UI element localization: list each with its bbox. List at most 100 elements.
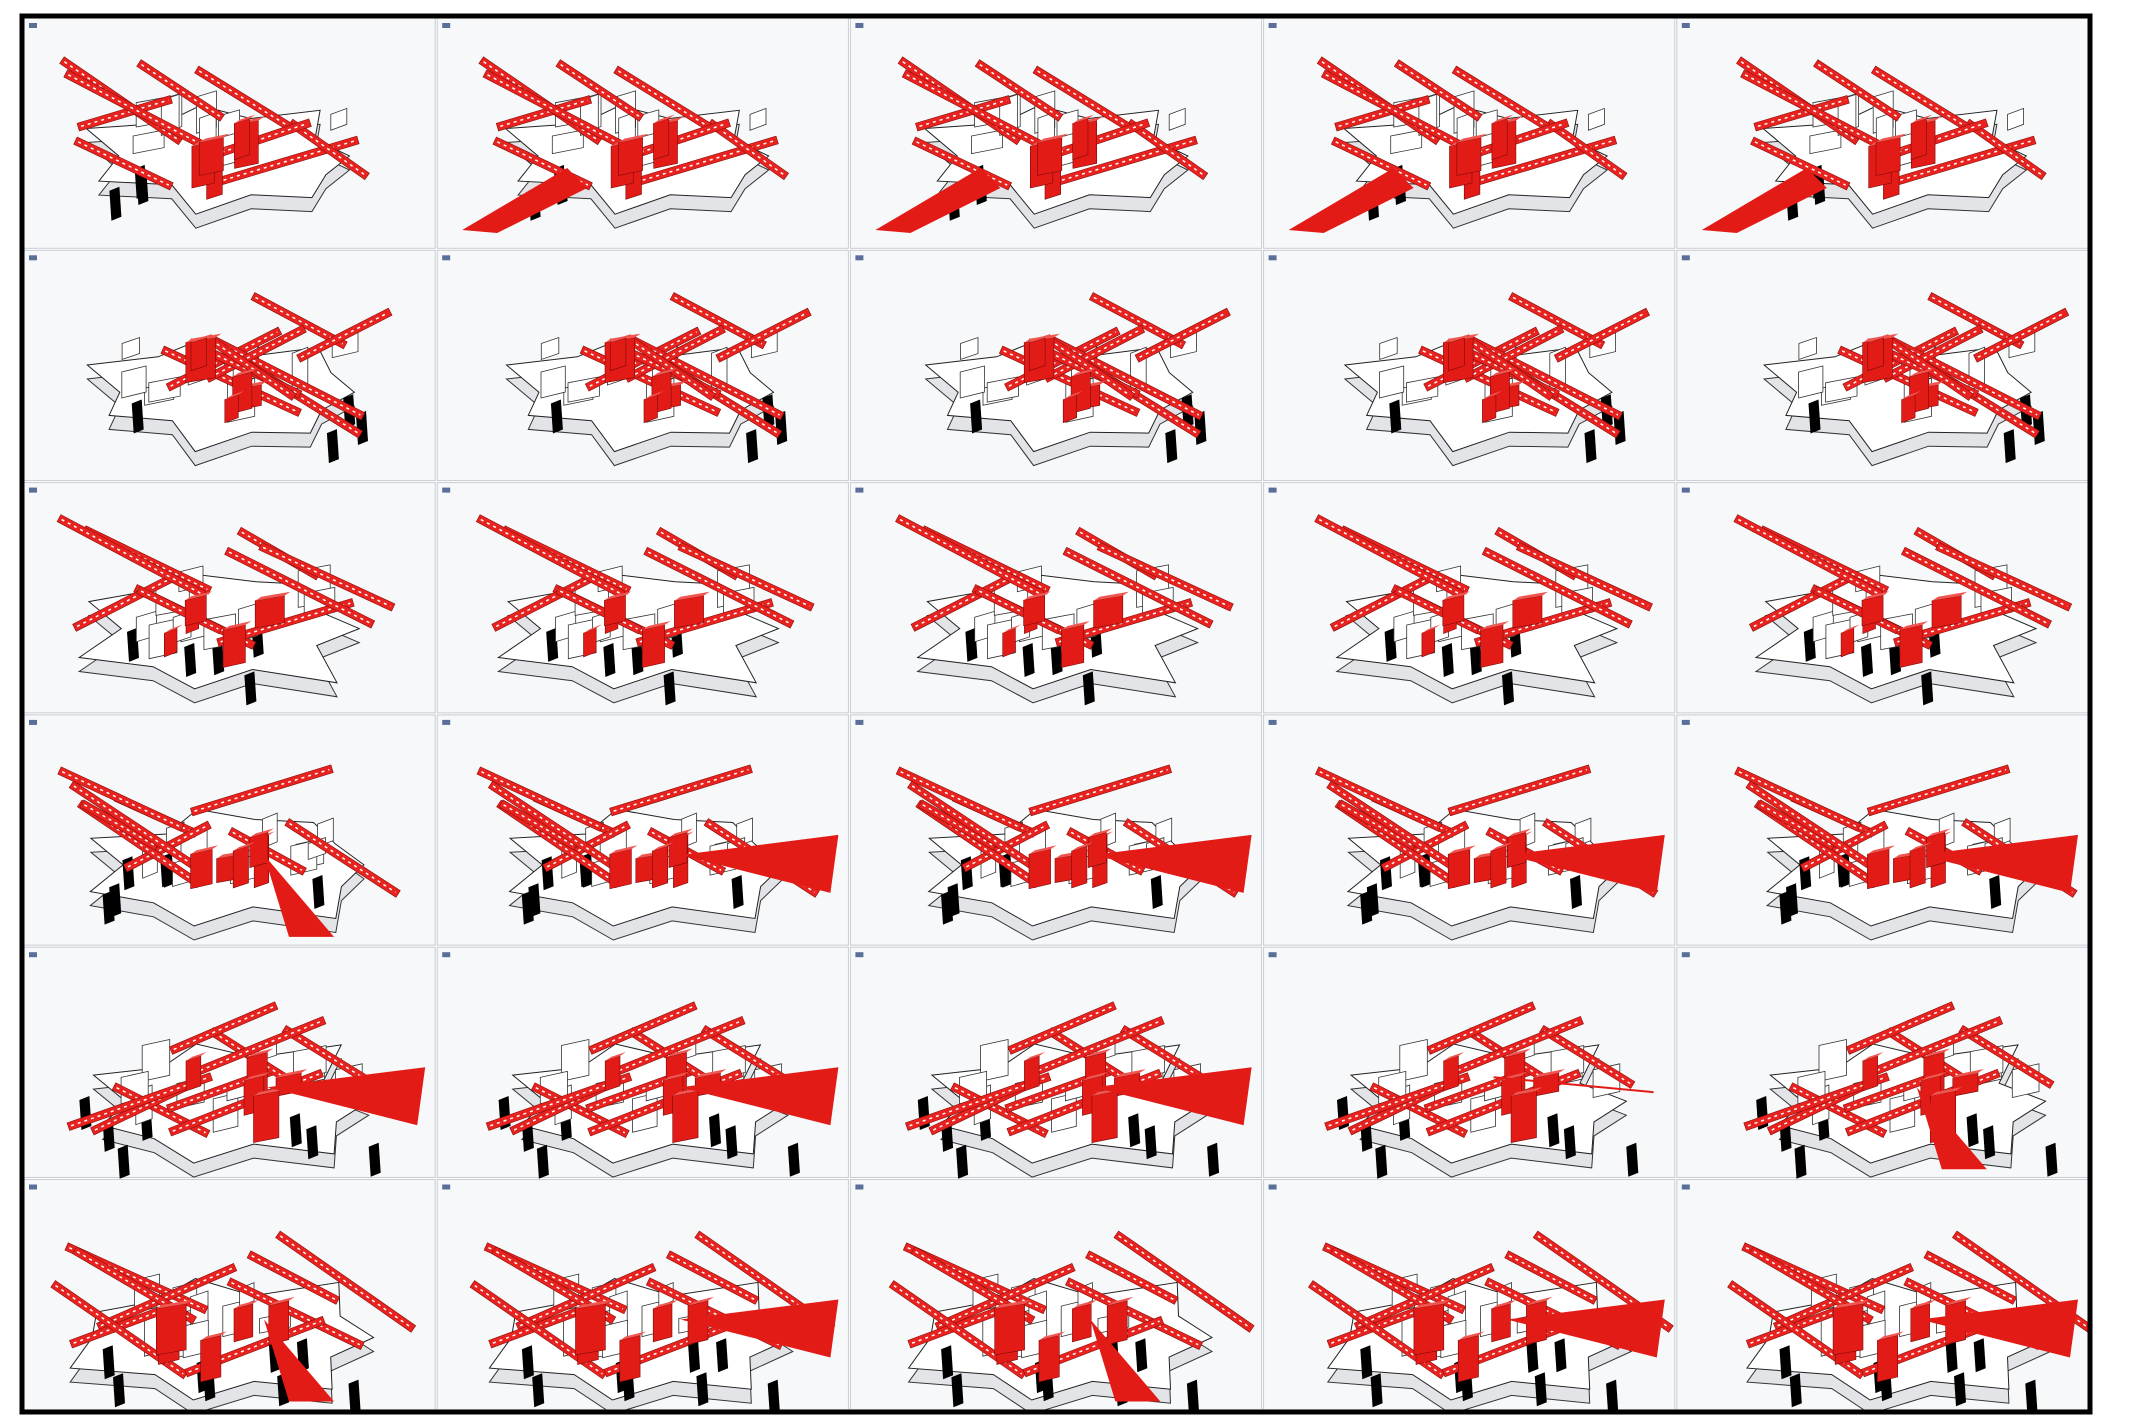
red-volume <box>1511 1091 1536 1143</box>
red-volume <box>1900 625 1922 668</box>
corner-icon <box>1269 720 1277 725</box>
red-volume <box>1072 846 1087 888</box>
corner-icon <box>855 720 863 725</box>
building <box>1379 366 1403 398</box>
dark-block <box>1626 1143 1638 1177</box>
corner-icon <box>29 23 37 28</box>
dark-block <box>709 1113 721 1147</box>
corner-icon <box>1682 720 1690 725</box>
page: (() => { JSON.parse(document.getElementB… <box>0 0 2131 1417</box>
dark-block <box>132 400 144 434</box>
building <box>541 366 565 398</box>
dark-block <box>1606 1380 1618 1414</box>
dark-block <box>1145 1125 1157 1159</box>
dark-block <box>118 1145 130 1179</box>
dark-block <box>1779 891 1791 925</box>
axonometric-view <box>1677 1180 2093 1415</box>
axonometric-view <box>1264 715 1675 945</box>
corner-icon <box>1682 1185 1690 1190</box>
axonometric-view <box>24 483 435 713</box>
red-volume <box>604 595 625 626</box>
dark-block <box>1921 671 1933 705</box>
red-volume <box>1094 596 1123 628</box>
dark-block <box>312 875 324 909</box>
corner-icon <box>442 952 450 957</box>
diagram-sheet <box>0 0 2131 1417</box>
red-volume <box>1863 1056 1878 1091</box>
red-volume <box>1507 832 1525 867</box>
dark-block <box>951 1373 963 1407</box>
dark-block <box>716 1338 728 1372</box>
dark-block <box>1790 1373 1802 1407</box>
corner-icon <box>855 255 863 260</box>
corner-icon <box>442 488 450 493</box>
dark-block <box>1954 1372 1966 1406</box>
red-volume <box>1877 1335 1897 1382</box>
dark-block <box>1151 875 1163 909</box>
dark-block <box>726 1125 738 1159</box>
axonometric-view <box>24 1180 435 1415</box>
axonometric-view <box>1264 1180 1675 1415</box>
axonometric-view <box>24 18 435 248</box>
red-volume <box>1003 628 1016 657</box>
red-volume <box>1038 138 1062 176</box>
dark-block <box>1389 400 1401 434</box>
dark-block <box>1371 1373 1383 1407</box>
red-volume <box>254 1091 279 1143</box>
corner-icon <box>442 23 450 28</box>
dark-block <box>2004 429 2016 463</box>
red-volume <box>1024 1056 1039 1091</box>
red-volume <box>1024 595 1045 626</box>
red-volume <box>1932 596 1961 628</box>
building <box>1799 366 1823 398</box>
dark-block <box>956 1145 968 1179</box>
axonometric-view <box>1677 483 2088 713</box>
axonometric-view <box>1677 250 2088 480</box>
red-volume <box>1092 1091 1117 1143</box>
dark-block <box>109 187 121 221</box>
dark-block <box>349 1380 361 1414</box>
corner-icon <box>442 720 450 725</box>
red-volume <box>185 595 206 626</box>
corner-icon <box>29 952 37 957</box>
axonometric-view <box>1264 947 1675 1179</box>
dark-block <box>103 1345 115 1379</box>
dark-block <box>2025 1380 2037 1414</box>
red-volume <box>653 1304 672 1342</box>
red-volume <box>1513 596 1542 628</box>
corner-icon <box>29 488 37 493</box>
dark-block <box>290 1113 302 1147</box>
dark-block <box>941 1345 953 1379</box>
axonometric-view <box>437 18 848 248</box>
dark-block <box>1375 1145 1387 1179</box>
dark-block <box>1809 400 1821 434</box>
dark-block <box>941 891 953 925</box>
red-volume <box>1492 119 1507 160</box>
red-volume <box>156 1304 186 1355</box>
red-volume <box>199 138 223 176</box>
dark-block <box>1502 671 1514 705</box>
red-volume <box>1876 138 1900 176</box>
red-volume <box>642 625 664 668</box>
corner-icon <box>1269 23 1277 28</box>
corner-icon <box>442 1185 450 1190</box>
axonometric-view <box>1264 483 1675 713</box>
red-volume <box>1911 119 1926 160</box>
red-volume <box>1457 138 1481 176</box>
red-volume <box>233 846 248 888</box>
corner-icon <box>1269 952 1277 957</box>
dark-block <box>2046 1143 2058 1177</box>
dark-block <box>1547 1113 1559 1147</box>
dark-block <box>1585 429 1597 463</box>
dark-block <box>1442 643 1454 677</box>
dark-block <box>522 891 534 925</box>
red-volume <box>1414 1304 1444 1355</box>
red-volume <box>610 338 626 371</box>
corner-icon <box>29 255 37 260</box>
building <box>960 366 984 398</box>
corner-icon <box>855 23 863 28</box>
axonometric-view <box>24 250 435 480</box>
dark-block <box>537 1145 549 1179</box>
dark-block <box>532 1373 544 1407</box>
axonometric-view <box>850 18 1261 248</box>
